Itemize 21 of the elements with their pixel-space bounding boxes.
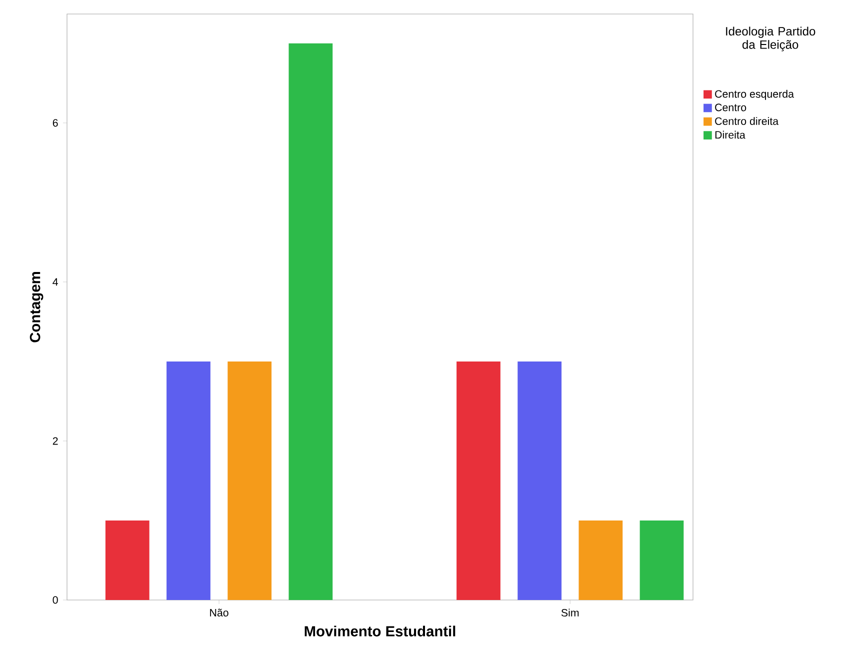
y-tick-label: 0 — [52, 596, 58, 604]
bar — [228, 361, 272, 600]
bar — [518, 361, 562, 600]
x-axis-title: Movimento Estudantil — [304, 626, 456, 636]
legend-label: Centro direita — [715, 117, 779, 125]
y-axis-title: Contagem — [30, 272, 44, 342]
y-tick-label: 6 — [52, 119, 58, 127]
legend-label: Centro esquerda — [715, 90, 794, 100]
bar — [640, 520, 684, 600]
bar — [578, 520, 623, 600]
bar — [105, 520, 150, 600]
legend-label: Direita — [715, 130, 746, 139]
x-tick-label: Não — [210, 608, 228, 616]
bar — [288, 43, 333, 600]
x-tick-label: Sim — [561, 608, 579, 617]
y-tick-label: 2 — [52, 437, 58, 445]
bar — [166, 361, 210, 600]
legend-title: Ideologia Partido da Eleição — [726, 26, 816, 52]
legend-label: Centro — [715, 104, 746, 112]
y-tick-label: 4 — [52, 278, 58, 286]
bar — [456, 361, 500, 600]
